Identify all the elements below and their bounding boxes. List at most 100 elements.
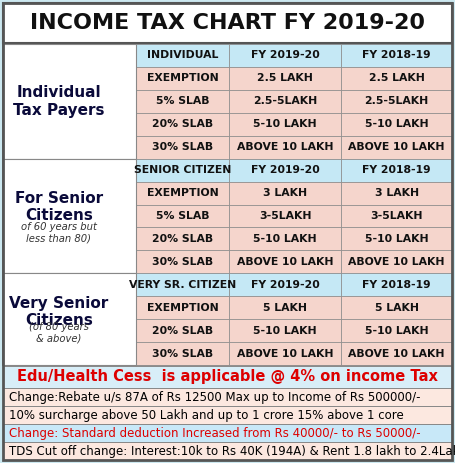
Text: 2.5-5LAKH: 2.5-5LAKH [364, 96, 429, 106]
FancyBboxPatch shape [341, 44, 452, 67]
Text: 3-5LAKH: 3-5LAKH [259, 211, 312, 221]
Text: 5-10 LAKH: 5-10 LAKH [365, 234, 429, 244]
FancyBboxPatch shape [136, 44, 229, 67]
FancyBboxPatch shape [3, 424, 452, 442]
Text: EXEMPTION: EXEMPTION [147, 303, 218, 313]
FancyBboxPatch shape [229, 90, 341, 113]
FancyBboxPatch shape [341, 250, 452, 273]
FancyBboxPatch shape [229, 319, 341, 342]
FancyBboxPatch shape [136, 159, 229, 181]
Text: 30% SLAB: 30% SLAB [152, 142, 213, 152]
FancyBboxPatch shape [229, 296, 341, 319]
Text: EXEMPTION: EXEMPTION [147, 188, 218, 198]
FancyBboxPatch shape [3, 44, 136, 159]
FancyBboxPatch shape [136, 205, 229, 227]
FancyBboxPatch shape [229, 113, 341, 136]
Text: 30% SLAB: 30% SLAB [152, 349, 213, 358]
Text: ABOVE 10 LAKH: ABOVE 10 LAKH [237, 142, 334, 152]
Text: 5-10 LAKH: 5-10 LAKH [253, 234, 317, 244]
FancyBboxPatch shape [229, 44, 341, 67]
Text: Change: Standard deduction Increased from Rs 40000/- to Rs 50000/-: Change: Standard deduction Increased fro… [9, 426, 420, 439]
Text: Very Senior
Citizens: Very Senior Citizens [9, 295, 108, 328]
FancyBboxPatch shape [341, 67, 452, 90]
FancyBboxPatch shape [229, 136, 341, 159]
Text: 2.5-5LAKH: 2.5-5LAKH [253, 96, 318, 106]
Text: Change:Rebate u/s 87A of Rs 12500 Max up to Income of Rs 500000/-: Change:Rebate u/s 87A of Rs 12500 Max up… [9, 390, 420, 403]
FancyBboxPatch shape [341, 319, 452, 342]
FancyBboxPatch shape [229, 227, 341, 250]
FancyBboxPatch shape [3, 388, 452, 406]
Text: 5-10 LAKH: 5-10 LAKH [253, 119, 317, 129]
Text: For Senior
Citizens: For Senior Citizens [15, 191, 103, 223]
FancyBboxPatch shape [136, 136, 229, 159]
Text: 20% SLAB: 20% SLAB [152, 234, 213, 244]
Text: INDIVIDUAL: INDIVIDUAL [147, 50, 218, 61]
FancyBboxPatch shape [341, 136, 452, 159]
Text: VERY SR. CITIZEN: VERY SR. CITIZEN [129, 280, 236, 290]
Text: 5-10 LAKH: 5-10 LAKH [365, 119, 429, 129]
Text: TDS Cut off change: Interest:10k to Rs 40K (194A) & Rent 1.8 lakh to 2.4Lakh: TDS Cut off change: Interest:10k to Rs 4… [9, 444, 455, 457]
Text: ABOVE 10 LAKH: ABOVE 10 LAKH [349, 257, 445, 267]
FancyBboxPatch shape [3, 273, 136, 365]
Text: (of 80 years
& above): (of 80 years & above) [29, 322, 89, 344]
Text: of 60 years but
less than 80): of 60 years but less than 80) [21, 222, 97, 244]
Text: 5 LAKH: 5 LAKH [263, 303, 307, 313]
Text: ABOVE 10 LAKH: ABOVE 10 LAKH [237, 349, 334, 358]
Text: FY 2019-20: FY 2019-20 [251, 280, 320, 290]
FancyBboxPatch shape [3, 159, 136, 273]
Text: FY 2019-20: FY 2019-20 [251, 50, 320, 61]
FancyBboxPatch shape [3, 442, 452, 460]
FancyBboxPatch shape [136, 181, 229, 205]
Text: 20% SLAB: 20% SLAB [152, 119, 213, 129]
FancyBboxPatch shape [3, 406, 452, 424]
FancyBboxPatch shape [341, 159, 452, 181]
FancyBboxPatch shape [229, 159, 341, 181]
Text: FY 2018-19: FY 2018-19 [362, 280, 431, 290]
Text: FY 2019-20: FY 2019-20 [251, 165, 320, 175]
Text: 3 LAKH: 3 LAKH [374, 188, 419, 198]
Text: ABOVE 10 LAKH: ABOVE 10 LAKH [349, 142, 445, 152]
Text: 5-10 LAKH: 5-10 LAKH [365, 325, 429, 336]
Text: ABOVE 10 LAKH: ABOVE 10 LAKH [349, 349, 445, 358]
Text: INCOME TAX CHART FY 2019-20: INCOME TAX CHART FY 2019-20 [30, 13, 425, 33]
FancyBboxPatch shape [136, 113, 229, 136]
Text: ABOVE 10 LAKH: ABOVE 10 LAKH [237, 257, 334, 267]
Text: 10% surcharge above 50 Lakh and up to 1 crore 15% above 1 core: 10% surcharge above 50 Lakh and up to 1 … [9, 408, 404, 421]
Text: 5% SLAB: 5% SLAB [156, 96, 209, 106]
FancyBboxPatch shape [136, 250, 229, 273]
Text: Edu/Health Cess  is applicable @ 4% on income Tax: Edu/Health Cess is applicable @ 4% on in… [17, 369, 438, 384]
FancyBboxPatch shape [341, 113, 452, 136]
FancyBboxPatch shape [341, 181, 452, 205]
Text: 5 LAKH: 5 LAKH [375, 303, 419, 313]
FancyBboxPatch shape [136, 342, 229, 365]
FancyBboxPatch shape [3, 44, 452, 365]
FancyBboxPatch shape [341, 205, 452, 227]
Text: 5-10 LAKH: 5-10 LAKH [253, 325, 317, 336]
FancyBboxPatch shape [341, 342, 452, 365]
FancyBboxPatch shape [3, 366, 452, 388]
FancyBboxPatch shape [229, 273, 341, 296]
Text: FY 2018-19: FY 2018-19 [362, 165, 431, 175]
FancyBboxPatch shape [229, 205, 341, 227]
FancyBboxPatch shape [229, 67, 341, 90]
FancyBboxPatch shape [3, 3, 452, 43]
Text: 20% SLAB: 20% SLAB [152, 325, 213, 336]
Text: 3 LAKH: 3 LAKH [263, 188, 308, 198]
FancyBboxPatch shape [136, 227, 229, 250]
Text: FY 2018-19: FY 2018-19 [362, 50, 431, 61]
FancyBboxPatch shape [136, 296, 229, 319]
FancyBboxPatch shape [229, 250, 341, 273]
FancyBboxPatch shape [341, 90, 452, 113]
Text: 2.5 LAKH: 2.5 LAKH [369, 74, 425, 83]
FancyBboxPatch shape [136, 273, 229, 296]
Text: 30% SLAB: 30% SLAB [152, 257, 213, 267]
FancyBboxPatch shape [136, 90, 229, 113]
FancyBboxPatch shape [341, 227, 452, 250]
FancyBboxPatch shape [136, 67, 229, 90]
FancyBboxPatch shape [136, 319, 229, 342]
FancyBboxPatch shape [341, 273, 452, 296]
Text: 3-5LAKH: 3-5LAKH [370, 211, 423, 221]
Text: EXEMPTION: EXEMPTION [147, 74, 218, 83]
FancyBboxPatch shape [229, 181, 341, 205]
FancyBboxPatch shape [229, 342, 341, 365]
